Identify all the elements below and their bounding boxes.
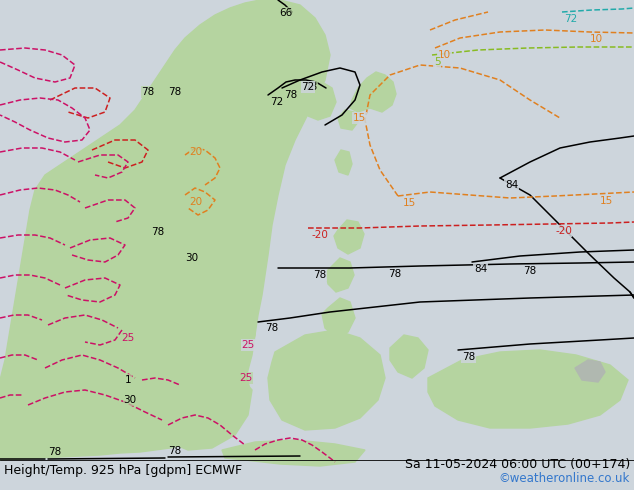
Polygon shape [0,0,330,460]
Text: 78: 78 [389,269,401,279]
Text: 78: 78 [462,352,476,362]
Polygon shape [326,258,354,292]
Polygon shape [338,110,358,130]
Text: 66: 66 [280,8,293,18]
Text: 15: 15 [353,113,366,123]
Text: 78: 78 [141,87,155,97]
Text: 1: 1 [125,375,131,385]
Text: 20: 20 [190,197,202,207]
Text: 78: 78 [284,90,297,100]
Polygon shape [226,368,250,418]
Text: Sa 11-05-2024 06:00 UTC (00+174): Sa 11-05-2024 06:00 UTC (00+174) [404,458,630,470]
Text: 10: 10 [438,50,451,60]
Polygon shape [158,370,252,450]
Text: 25: 25 [242,340,255,350]
Text: 25: 25 [240,373,252,383]
Text: 78: 78 [265,323,278,333]
Text: 20: 20 [190,147,202,157]
Text: 72: 72 [301,82,314,92]
Text: ©weatheronline.co.uk: ©weatheronline.co.uk [498,471,630,485]
Text: 78: 78 [313,270,327,280]
Text: 10: 10 [590,34,603,44]
Polygon shape [222,440,365,466]
Text: 30: 30 [124,395,136,405]
Polygon shape [334,220,364,254]
Text: 78: 78 [304,82,317,92]
Text: 84: 84 [474,264,488,274]
Polygon shape [322,298,355,336]
Text: 72: 72 [270,97,283,107]
Text: Height/Temp. 925 hPa [gdpm] ECMWF: Height/Temp. 925 hPa [gdpm] ECMWF [4,464,242,476]
Polygon shape [335,150,352,175]
Polygon shape [305,82,336,120]
Text: -20: -20 [312,230,329,240]
Text: 72: 72 [564,14,577,24]
Polygon shape [428,350,628,428]
Polygon shape [575,360,605,382]
Text: -20: -20 [555,226,572,236]
Polygon shape [268,330,385,430]
Text: 84: 84 [505,180,518,190]
Polygon shape [350,72,396,112]
Text: 15: 15 [403,198,417,208]
Polygon shape [200,270,256,380]
Text: 78: 78 [48,447,61,457]
Text: 78: 78 [169,87,181,97]
Text: 5: 5 [434,57,441,67]
Text: 78: 78 [168,446,181,456]
Polygon shape [390,335,428,378]
Text: 30: 30 [185,253,198,263]
Text: 15: 15 [600,196,613,206]
Text: 78: 78 [152,227,165,237]
Text: 78: 78 [524,266,536,276]
Text: 25: 25 [121,333,134,343]
